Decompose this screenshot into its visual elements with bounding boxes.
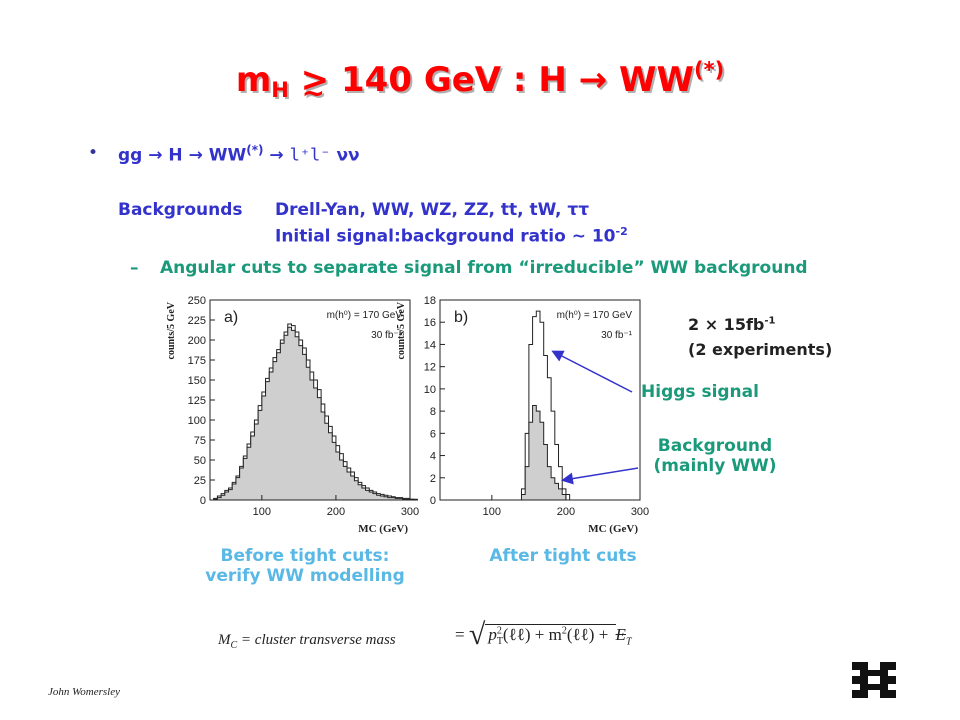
mass-annotation: m(h⁰) = 170 GeV xyxy=(557,310,633,321)
y-tick-label: 175 xyxy=(188,355,206,367)
greater-approx-symbol: > ~ xyxy=(300,60,330,109)
y-tick-label: 200 xyxy=(188,335,206,347)
caption-after: After tight cuts xyxy=(489,546,637,566)
annotation-arrows xyxy=(551,350,639,485)
y-tick-label: 0 xyxy=(200,495,206,507)
background-label: Background (mainly WW) xyxy=(653,436,777,476)
y-tick-label: 16 xyxy=(424,317,436,329)
mc-formula: = √ p2T(ℓℓ) + m2(ℓℓ) + ET xyxy=(455,618,632,651)
y-tick-label: 225 xyxy=(188,315,206,327)
lumi-annotation: 30 fb⁻¹ xyxy=(601,330,633,341)
page-title: mH > ~ 140 GeV : H → WW(*) xyxy=(235,58,725,109)
sqrt-symbol: √ xyxy=(468,618,486,651)
panel-label: a) xyxy=(224,309,238,326)
signal-ratio: Initial signal:background ratio ~ 10-2 xyxy=(275,225,628,247)
y-tick-label: 75 xyxy=(194,435,206,447)
y-tick-label: 4 xyxy=(430,451,436,463)
angular-cuts-text: Angular cuts to separate signal from “ir… xyxy=(160,258,808,278)
x-axis-label: MC (GeV) xyxy=(588,523,638,535)
x-tick-label: 100 xyxy=(253,506,271,518)
y-tick-label: 125 xyxy=(188,395,206,407)
panel-label: b) xyxy=(454,309,468,326)
sub-bullet-dash: – xyxy=(130,258,139,278)
x-tick-label: 300 xyxy=(631,506,649,518)
y-tick-label: 12 xyxy=(424,362,436,374)
y-tick-label: 250 xyxy=(188,295,206,307)
y-tick-label: 150 xyxy=(188,375,206,387)
histogram-b: 0 2 4 6 8 10 12 14 16 18 100 200 300 MC (GeV) counts/5… xyxy=(396,295,649,535)
x-tick-label: 200 xyxy=(327,506,345,518)
y-tick-label: 2 xyxy=(430,473,436,485)
y-tick-label: 8 xyxy=(430,406,436,418)
higgs-arrow xyxy=(551,350,633,393)
x-tick-label: 300 xyxy=(401,506,419,518)
histogram-a: 0 25 50 75 100 125 150 175 200 225 250 100 200 300 MC … xyxy=(166,295,419,535)
y-tick-label: 25 xyxy=(194,475,206,487)
bullet-icon: • xyxy=(88,143,99,163)
mass-annotation: m(h⁰) = 170 GeV xyxy=(327,310,403,321)
sqrt-content: p2T(ℓℓ) + m2(ℓℓ) + xyxy=(485,624,616,647)
y-tick-label: 50 xyxy=(194,455,206,467)
backgrounds-label: Backgrounds xyxy=(118,200,243,220)
background-arrow xyxy=(561,467,639,485)
y-tick-label: 18 xyxy=(424,295,436,307)
total-histogram xyxy=(210,323,418,501)
fermilab-logo-icon xyxy=(852,662,896,698)
y-tick-label: 10 xyxy=(424,384,436,396)
background-histogram xyxy=(210,326,418,501)
y-tick-label: 100 xyxy=(188,415,206,427)
background-histogram xyxy=(520,405,570,501)
luminosity-label: 2 × 15fb-1 xyxy=(688,315,776,334)
y-axis-label: counts/5 GeV xyxy=(166,301,177,359)
experiments-label: (2 experiments) xyxy=(688,340,833,359)
mc-definition: MC = cluster transverse mass xyxy=(218,632,396,651)
y-tick-label: 14 xyxy=(424,339,436,351)
total-histogram xyxy=(520,310,571,501)
backgrounds-list: Drell-Yan, WW, WZ, ZZ, tt, tW, ττ xyxy=(275,200,590,220)
y-tick-label: 0 xyxy=(430,495,436,507)
y-axis-label: counts/5 GeV xyxy=(396,301,407,359)
author-footer: John Womersley xyxy=(48,686,120,698)
x-tick-label: 200 xyxy=(557,506,575,518)
caption-before: Before tight cuts: verify WW modelling xyxy=(205,546,405,586)
higgs-signal-label: Higgs signal xyxy=(641,382,759,402)
process-line: gg → H → WW(*) → l⁺l⁻ νν xyxy=(118,143,360,166)
lumi-annotation: 30 fb⁻¹ xyxy=(371,330,403,341)
y-tick-label: 6 xyxy=(430,428,436,440)
x-tick-label: 100 xyxy=(483,506,501,518)
x-axis-label: MC (GeV) xyxy=(358,523,408,535)
